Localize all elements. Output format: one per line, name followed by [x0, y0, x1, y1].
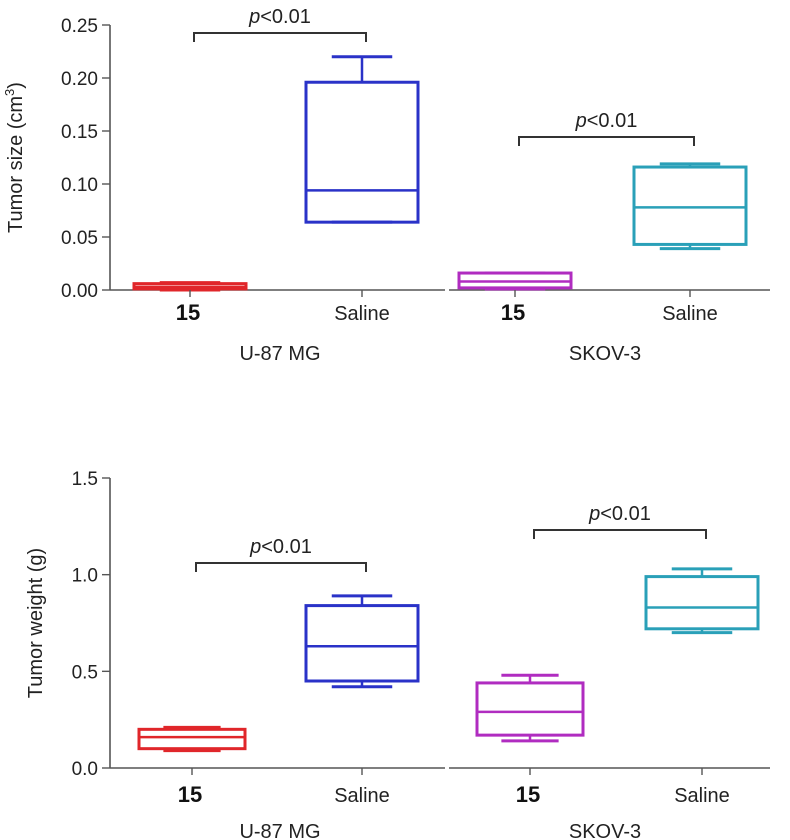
y-axis-label-close: ) [5, 82, 27, 89]
group-label: U-87 MG [239, 343, 320, 365]
p-value-label: p<0.01 [248, 6, 311, 28]
group-label: U-87 MG [239, 821, 320, 840]
y-tick-label: 0.0 [72, 759, 98, 780]
y-tick-label: 0.25 [61, 16, 98, 37]
p-value-threshold: <0.01 [261, 536, 312, 558]
p-value-p: p [575, 110, 587, 132]
box-plot-compound-15 [457, 271, 573, 291]
box-iqr [304, 604, 420, 683]
y-axis-label: Tumor size (cm3) [2, 82, 27, 233]
y-tick-label: 0.00 [61, 281, 98, 302]
box-iqr [644, 575, 760, 631]
box-iqr [475, 681, 585, 737]
category-label: 15 [178, 782, 202, 807]
category-label: Saline [334, 303, 390, 325]
y-tick-label: 0.5 [72, 662, 98, 683]
box-plot-compound-15 [475, 673, 585, 743]
box-plot-compound-15 [132, 281, 248, 292]
box-iqr [632, 165, 748, 246]
significance-bracket [195, 562, 367, 572]
y-tick-label: 0.10 [61, 175, 98, 196]
p-value-label: p<0.01 [588, 503, 651, 525]
p-value-threshold: <0.01 [587, 110, 638, 132]
significance-bracket [518, 136, 695, 146]
y-tick-label: 0.15 [61, 122, 98, 143]
box-plot-saline [304, 55, 420, 224]
category-label: 15 [516, 782, 540, 807]
group-label: SKOV-3 [569, 343, 641, 365]
category-label: Saline [662, 303, 718, 325]
y-tick-label: 1.0 [72, 566, 98, 587]
chart-2: 0.0 0.5 1.0 1.5 Tumor weight (g) 15 Saline U-87… [25, 469, 770, 840]
category-label: 15 [501, 300, 525, 325]
p-value-p: p [588, 503, 600, 525]
y-axis-label-sup: 3 [2, 89, 17, 96]
p-value-label: p<0.01 [575, 110, 638, 132]
y-axis-label: Tumor weight (g) [25, 548, 47, 698]
box-plot-compound-15 [137, 725, 247, 753]
group-label: SKOV-3 [569, 821, 641, 840]
y-tick-label: 1.5 [72, 469, 98, 490]
y-tick-label: 0.20 [61, 69, 98, 90]
box-iqr [137, 727, 247, 751]
p-value-p: p [248, 6, 260, 28]
p-value-p: p [249, 536, 261, 558]
significance-bracket [193, 32, 367, 42]
box-plot-saline [632, 162, 748, 251]
category-label: 15 [176, 300, 200, 325]
box-plot-saline [304, 594, 420, 689]
p-value-threshold: <0.01 [600, 503, 651, 525]
p-value-label: p<0.01 [249, 536, 312, 558]
y-axis-label-main: Tumor size (cm [5, 96, 27, 233]
box-plot-saline [644, 567, 760, 635]
y-tick-label: 0.05 [61, 228, 98, 249]
category-label: Saline [334, 785, 390, 807]
significance-bracket [533, 529, 707, 539]
p-value-threshold: <0.01 [260, 6, 311, 28]
chart-1: 0.00 0.05 0.10 0.15 0.20 0.25 Tumor size (cm3)… [2, 6, 770, 365]
category-label: Saline [674, 785, 730, 807]
box-iqr [304, 80, 420, 224]
